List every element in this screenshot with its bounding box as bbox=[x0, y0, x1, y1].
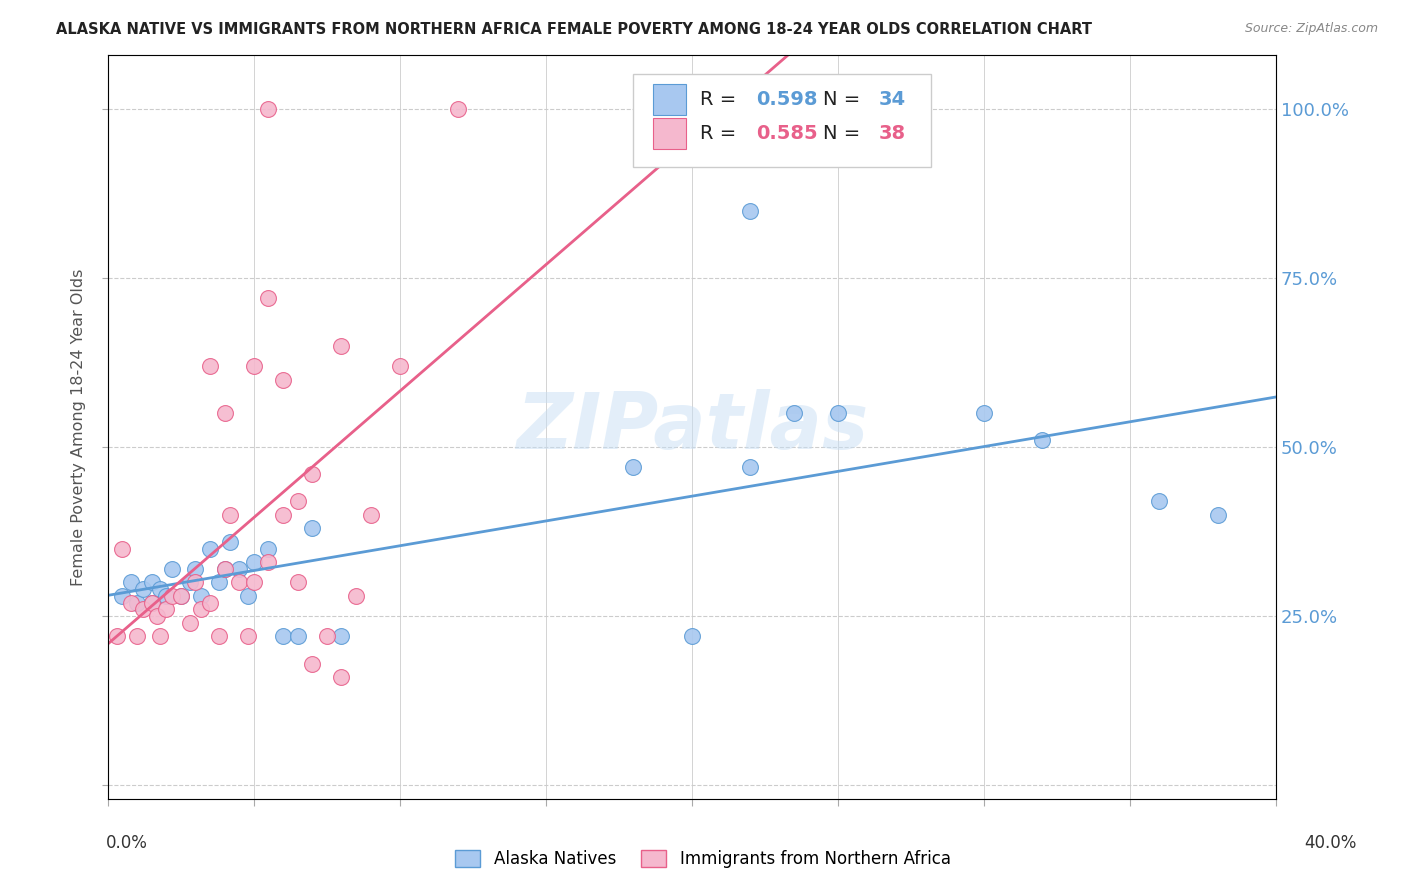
Point bbox=[111, 541, 134, 556]
Text: ZIPatlas: ZIPatlas bbox=[516, 389, 868, 465]
Text: N =: N = bbox=[823, 90, 866, 109]
Point bbox=[257, 541, 280, 556]
Point bbox=[198, 541, 221, 556]
Point bbox=[132, 582, 155, 596]
Point bbox=[330, 670, 353, 684]
Point bbox=[681, 630, 703, 644]
Point bbox=[179, 615, 201, 630]
Point bbox=[120, 575, 142, 590]
Point bbox=[160, 562, 183, 576]
Point bbox=[271, 630, 294, 644]
Legend: Alaska Natives, Immigrants from Northern Africa: Alaska Natives, Immigrants from Northern… bbox=[449, 843, 957, 875]
Point bbox=[344, 589, 367, 603]
Text: R =: R = bbox=[700, 124, 742, 143]
Point bbox=[190, 602, 212, 616]
Point bbox=[236, 630, 259, 644]
Point bbox=[125, 630, 148, 644]
Point bbox=[360, 508, 382, 522]
Point bbox=[149, 630, 172, 644]
Point bbox=[111, 589, 134, 603]
Point bbox=[184, 562, 207, 576]
Point bbox=[388, 359, 411, 373]
Point bbox=[243, 555, 266, 569]
Point bbox=[141, 596, 163, 610]
Point bbox=[228, 562, 250, 576]
Point bbox=[287, 494, 309, 508]
Point bbox=[243, 359, 266, 373]
Point bbox=[447, 102, 470, 116]
Point bbox=[1031, 434, 1053, 448]
Point bbox=[228, 575, 250, 590]
Text: N =: N = bbox=[823, 124, 866, 143]
Point bbox=[740, 460, 762, 475]
Point bbox=[827, 406, 849, 420]
Point bbox=[236, 589, 259, 603]
Text: 0.585: 0.585 bbox=[756, 124, 818, 143]
Point bbox=[170, 589, 193, 603]
Point bbox=[155, 589, 177, 603]
Point bbox=[190, 589, 212, 603]
Point bbox=[149, 582, 172, 596]
FancyBboxPatch shape bbox=[654, 84, 686, 115]
Point bbox=[214, 562, 236, 576]
Text: 40.0%: 40.0% bbox=[1305, 834, 1357, 852]
Y-axis label: Female Poverty Among 18-24 Year Olds: Female Poverty Among 18-24 Year Olds bbox=[72, 268, 86, 586]
Point bbox=[257, 292, 280, 306]
Text: 0.598: 0.598 bbox=[756, 90, 818, 109]
Point bbox=[783, 406, 806, 420]
Point bbox=[623, 460, 645, 475]
Point bbox=[740, 203, 762, 218]
Point bbox=[120, 596, 142, 610]
Point bbox=[105, 630, 128, 644]
Point bbox=[330, 630, 353, 644]
Point bbox=[315, 630, 337, 644]
FancyBboxPatch shape bbox=[654, 118, 686, 149]
Point bbox=[1206, 508, 1229, 522]
Point bbox=[214, 562, 236, 576]
Point bbox=[141, 596, 163, 610]
Point bbox=[132, 602, 155, 616]
Text: Source: ZipAtlas.com: Source: ZipAtlas.com bbox=[1244, 22, 1378, 36]
Text: 38: 38 bbox=[879, 124, 905, 143]
Text: R =: R = bbox=[700, 90, 742, 109]
Point bbox=[141, 575, 163, 590]
Point bbox=[146, 609, 169, 624]
Point bbox=[184, 575, 207, 590]
Point bbox=[681, 102, 703, 116]
Point bbox=[287, 575, 309, 590]
Point bbox=[257, 102, 280, 116]
Point bbox=[208, 630, 231, 644]
Point bbox=[219, 508, 242, 522]
Point bbox=[198, 359, 221, 373]
Point bbox=[271, 508, 294, 522]
Point bbox=[243, 575, 266, 590]
Point bbox=[214, 406, 236, 420]
Text: 0.0%: 0.0% bbox=[105, 834, 148, 852]
Text: 34: 34 bbox=[879, 90, 905, 109]
Point bbox=[301, 657, 323, 671]
Point bbox=[973, 406, 995, 420]
Point bbox=[301, 467, 323, 482]
FancyBboxPatch shape bbox=[634, 74, 931, 167]
Point bbox=[198, 596, 221, 610]
Point bbox=[179, 575, 201, 590]
Point bbox=[208, 575, 231, 590]
Point bbox=[301, 521, 323, 535]
Text: ALASKA NATIVE VS IMMIGRANTS FROM NORTHERN AFRICA FEMALE POVERTY AMONG 18-24 YEAR: ALASKA NATIVE VS IMMIGRANTS FROM NORTHER… bbox=[56, 22, 1092, 37]
Point bbox=[257, 555, 280, 569]
Point bbox=[219, 534, 242, 549]
Point bbox=[271, 373, 294, 387]
Point bbox=[170, 589, 193, 603]
Point bbox=[125, 596, 148, 610]
Point bbox=[330, 339, 353, 353]
Point bbox=[155, 602, 177, 616]
Point bbox=[1147, 494, 1170, 508]
Point bbox=[287, 630, 309, 644]
Point bbox=[160, 589, 183, 603]
